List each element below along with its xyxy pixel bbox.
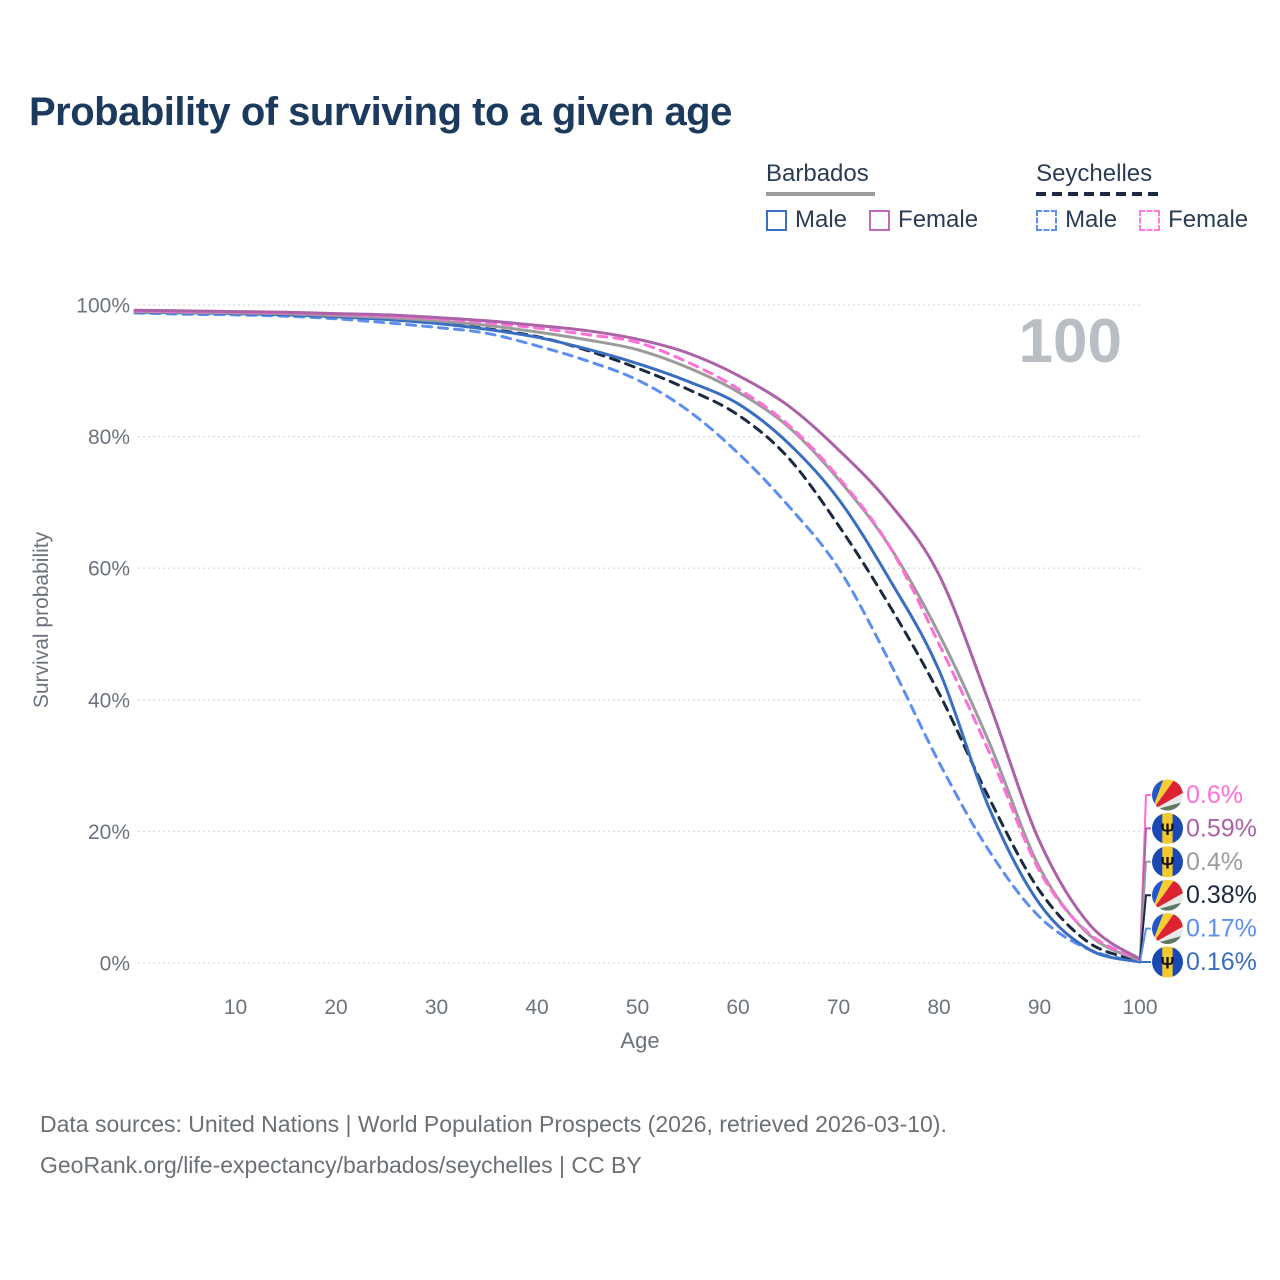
- barbados-line-style-swatch: [766, 192, 875, 196]
- x-tick-label: 30: [425, 996, 448, 1019]
- legend-swatch-barbados-female[interactable]: [869, 209, 891, 231]
- trident-icon: Ψ: [1161, 820, 1175, 839]
- legend-country-label-seychelles[interactable]: Seychelles: [1036, 160, 1153, 187]
- x-tick-label: 100: [1122, 996, 1157, 1019]
- legend-label-barbados-female[interactable]: Female: [898, 206, 979, 233]
- gridlines: [138, 304, 1143, 964]
- seychelles-flag-icon: [1152, 913, 1183, 945]
- x-tick-label: 60: [726, 996, 749, 1019]
- flag-ray: [1152, 779, 1183, 811]
- x-axis-ticks: 10 20 30 40 50 60 70 80 90 100: [224, 996, 1158, 1019]
- flag-band: [1172, 846, 1183, 878]
- flag-band: [1152, 812, 1163, 844]
- legend-swatch-seychelles-male[interactable]: [1036, 209, 1058, 231]
- legend-label-barbados-male[interactable]: Male: [795, 206, 848, 233]
- y-tick-label: 60%: [88, 558, 130, 581]
- end-label-value: 0.16%: [1186, 948, 1257, 976]
- end-label-values: 0.6% 0.59% 0.4% 0.38% 0.17% 0.16%: [1186, 781, 1257, 976]
- flag-band: [1172, 812, 1183, 844]
- flag-band: [1152, 846, 1163, 878]
- chart-svg: 100 0% 20% 40% 60% 80% 100% 10 20 30 40 50 60 70 80 9…: [30, 295, 1257, 1054]
- age-watermark: 100: [1019, 307, 1122, 376]
- end-label-value: 0.6%: [1186, 781, 1243, 809]
- flag-ray: [1152, 902, 1183, 911]
- attribution-line: GeoRank.org/life-expectancy/barbados/sey…: [40, 1151, 642, 1178]
- footer: Data sources: United Nations | World Pop…: [40, 1104, 947, 1186]
- legend: Barbados Male Female Seychelles Male Fem…: [766, 160, 1262, 234]
- page-title: Probability of surviving to a given age: [29, 90, 732, 134]
- y-tick-label: 100%: [76, 295, 130, 318]
- legend-group-barbados: Barbados Male Female: [766, 160, 992, 234]
- end-label-value: 0.4%: [1186, 848, 1243, 876]
- barbados-flag-icon: Ψ: [1152, 846, 1183, 878]
- barbados-flag-icon: Ψ: [1152, 812, 1183, 844]
- trident-icon: Ψ: [1161, 853, 1175, 872]
- flag-ray: [1152, 926, 1183, 945]
- barbados-flag-icon: Ψ: [1152, 946, 1183, 978]
- seychelles-flag-icon: [1152, 879, 1183, 911]
- seychelles-flag-icon: [1152, 779, 1183, 811]
- y-axis-ticks: 0% 20% 40% 60% 80% 100%: [76, 295, 130, 976]
- flag-band: [1162, 812, 1173, 844]
- series-line-seychelles-female[interactable]: [133, 309, 1142, 961]
- end-label-connector: [1139, 860, 1151, 961]
- series-line-barbados-male[interactable]: [133, 310, 1142, 964]
- x-tick-label: 50: [626, 996, 649, 1019]
- legend-group-seychelles: Seychelles Male Female: [1036, 160, 1262, 234]
- x-tick-label: 70: [827, 996, 850, 1019]
- data-sources-line: Data sources: United Nations | World Pop…: [40, 1111, 947, 1137]
- y-tick-label: 40%: [88, 689, 130, 712]
- flag-ray: [1152, 793, 1183, 811]
- legend-items-barbados: Male Female: [766, 206, 992, 234]
- legend-swatch-barbados-male[interactable]: [766, 209, 787, 231]
- end-label-value: 0.59%: [1186, 814, 1257, 842]
- flag-ray: [1152, 913, 1183, 945]
- trident-icon: Ψ: [1161, 954, 1175, 973]
- x-tick-label: 10: [224, 996, 247, 1019]
- flag-band: [1172, 946, 1183, 978]
- legend-items-seychelles: Male Female: [1036, 206, 1262, 234]
- legend-swatch-seychelles-female[interactable]: [1139, 209, 1161, 231]
- flag-band: [1152, 946, 1163, 978]
- end-label-value: 0.17%: [1186, 915, 1257, 943]
- x-axis-title: Age: [620, 1028, 659, 1053]
- legend-label-seychelles-female[interactable]: Female: [1168, 206, 1249, 233]
- flag-ray: [1152, 935, 1183, 945]
- y-tick-label: 80%: [88, 426, 130, 449]
- end-label-value: 0.38%: [1186, 881, 1257, 909]
- series-line-seychelles-male[interactable]: [133, 311, 1142, 964]
- y-axis-title: Survival probability: [30, 531, 53, 708]
- x-tick-label: 40: [525, 996, 548, 1019]
- x-tick-label: 80: [927, 996, 950, 1019]
- legend-country-label-barbados[interactable]: Barbados: [766, 160, 869, 187]
- seychelles-line-style-swatch: [1036, 192, 1159, 196]
- end-label-flags: ΨΨΨ: [1152, 779, 1183, 978]
- flag-band: [1162, 946, 1173, 978]
- x-tick-label: 90: [1028, 996, 1051, 1019]
- flag-ray: [1152, 893, 1183, 911]
- y-tick-label: 20%: [88, 821, 130, 844]
- series-line-barbados[interactable]: [133, 310, 1142, 962]
- end-label-connector: [1139, 894, 1151, 961]
- y-tick-label: 0%: [100, 953, 130, 976]
- flag-band: [1162, 846, 1173, 878]
- series-lines: [133, 308, 1142, 964]
- series-line-seychelles[interactable]: [133, 310, 1142, 962]
- end-label-connector: [1139, 927, 1151, 963]
- series-line-barbados-female[interactable]: [133, 308, 1142, 961]
- x-tick-label: 20: [324, 996, 347, 1019]
- end-label-connectors: [1139, 794, 1151, 963]
- flag-ray: [1152, 802, 1183, 811]
- legend-label-seychelles-male[interactable]: Male: [1065, 206, 1118, 233]
- flag-ray: [1152, 879, 1183, 911]
